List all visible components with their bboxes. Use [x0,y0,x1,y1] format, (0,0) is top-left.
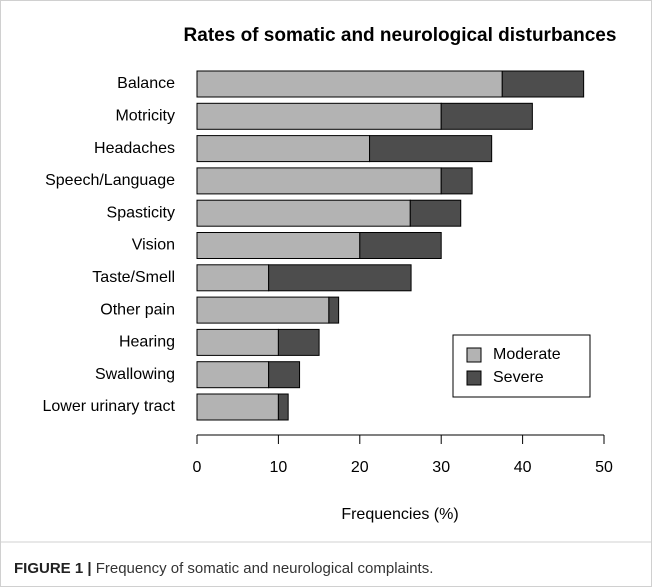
caption: FIGURE 1 | Frequency of somatic and neur… [14,560,433,577]
bar-segment [196,328,279,356]
bar-segment [501,70,585,98]
chart-title: Rates of somatic and neurological distur… [184,25,617,46]
y-tick-label: Speech/Language [45,172,175,189]
bar-segment [196,70,503,98]
legend-label: Moderate [493,346,561,363]
bar-segment [196,264,270,292]
x-axis-label: Frequencies (%) [341,506,458,523]
legend-swatch [466,347,482,363]
bar-segment [268,361,301,389]
y-tick-label: Headaches [94,140,175,157]
caption-label: FIGURE 1 | [14,560,92,577]
bar-segment [196,102,442,130]
bar-segment [277,393,289,421]
y-tick-label: Lower urinary tract [43,398,176,415]
x-tick-label: 0 [193,459,202,476]
y-tick-label: Swallowing [95,366,175,383]
bar-segment [196,361,270,389]
y-tick-label: Spasticity [107,204,175,221]
bar-segment [440,102,533,130]
bar-segment [440,167,473,195]
x-tick-label: 40 [514,459,532,476]
bar-segment [359,232,442,259]
bar-segment [328,296,340,324]
bar-segment [196,167,442,195]
x-tick-label: 50 [595,459,613,476]
legend-swatch [466,370,482,386]
legend-box [452,334,591,398]
y-tick-label: Hearing [119,334,175,351]
y-tick-label: Motricity [115,108,175,125]
bar-segment [409,199,462,227]
bar-segment [196,232,361,259]
caption-text: Frequency of somatic and neurological co… [96,560,434,577]
x-tick-label: 10 [270,459,288,476]
bar-segment [268,264,412,292]
bar-segment [369,135,493,163]
y-tick-label: Vision [132,237,175,254]
y-tick-label: Other pain [100,301,175,318]
bar-segment [196,135,371,163]
y-tick-label: Taste/Smell [92,269,175,286]
bar-segment [196,393,279,421]
bar-segment [196,296,330,324]
bar-segment [196,199,411,227]
y-tick-label: Balance [117,75,175,92]
legend-label: Severe [493,369,544,386]
x-tick-label: 30 [432,459,450,476]
bar-segment [277,328,320,356]
x-tick-label: 20 [351,459,369,476]
